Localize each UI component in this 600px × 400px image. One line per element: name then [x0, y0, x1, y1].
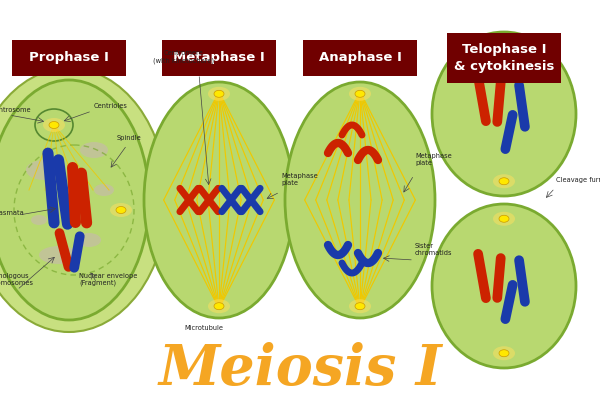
Ellipse shape — [499, 178, 509, 185]
Text: Microtubule: Microtubule — [185, 325, 223, 331]
Ellipse shape — [499, 43, 509, 50]
Ellipse shape — [208, 299, 230, 313]
Text: Metaphase
plate: Metaphase plate — [415, 153, 452, 166]
Ellipse shape — [77, 233, 101, 247]
Ellipse shape — [432, 204, 576, 368]
Text: Homologous
chromosomes: Homologous chromosomes — [0, 273, 34, 286]
Text: Meiosis I: Meiosis I — [158, 342, 442, 398]
Ellipse shape — [214, 303, 224, 310]
Text: Prophase I: Prophase I — [29, 52, 109, 64]
Ellipse shape — [355, 303, 365, 310]
Ellipse shape — [49, 122, 59, 128]
Ellipse shape — [0, 80, 149, 320]
Ellipse shape — [493, 174, 515, 188]
Ellipse shape — [80, 142, 108, 158]
Ellipse shape — [31, 215, 47, 225]
Text: Spindle: Spindle — [117, 135, 142, 141]
Ellipse shape — [493, 40, 515, 54]
FancyBboxPatch shape — [162, 40, 276, 76]
Text: Centrosome: Centrosome — [0, 107, 32, 113]
Text: Metaphase I: Metaphase I — [173, 52, 265, 64]
Text: Telophase I
& cytokinesis: Telophase I & cytokinesis — [454, 43, 554, 73]
Ellipse shape — [208, 87, 230, 101]
Ellipse shape — [349, 299, 371, 313]
Ellipse shape — [214, 90, 224, 97]
Ellipse shape — [0, 68, 167, 332]
Text: Metaphase
plate: Metaphase plate — [281, 173, 318, 186]
Ellipse shape — [43, 118, 65, 132]
Text: Cleavage furrow: Cleavage furrow — [556, 177, 600, 183]
Ellipse shape — [349, 87, 371, 101]
Ellipse shape — [355, 90, 365, 97]
Ellipse shape — [499, 215, 509, 222]
Ellipse shape — [493, 346, 515, 360]
Ellipse shape — [39, 246, 79, 264]
FancyBboxPatch shape — [303, 40, 417, 76]
Ellipse shape — [285, 82, 435, 318]
Text: Centrioles: Centrioles — [94, 103, 128, 109]
Text: Chiasmata: Chiasmata — [0, 210, 25, 216]
Ellipse shape — [110, 203, 132, 217]
Ellipse shape — [432, 32, 576, 196]
FancyBboxPatch shape — [12, 40, 126, 76]
Ellipse shape — [493, 212, 515, 226]
Ellipse shape — [26, 160, 62, 180]
Ellipse shape — [116, 206, 126, 214]
Ellipse shape — [94, 184, 114, 196]
Text: Centromere
(with kinetochore): Centromere (with kinetochore) — [154, 50, 215, 64]
Ellipse shape — [144, 82, 294, 318]
FancyBboxPatch shape — [447, 33, 561, 83]
Text: Anaphase I: Anaphase I — [319, 52, 401, 64]
Text: Nuclear envelope
(Fragment): Nuclear envelope (Fragment) — [79, 273, 137, 286]
Ellipse shape — [499, 350, 509, 357]
Text: Sister
chromatids: Sister chromatids — [415, 243, 452, 256]
